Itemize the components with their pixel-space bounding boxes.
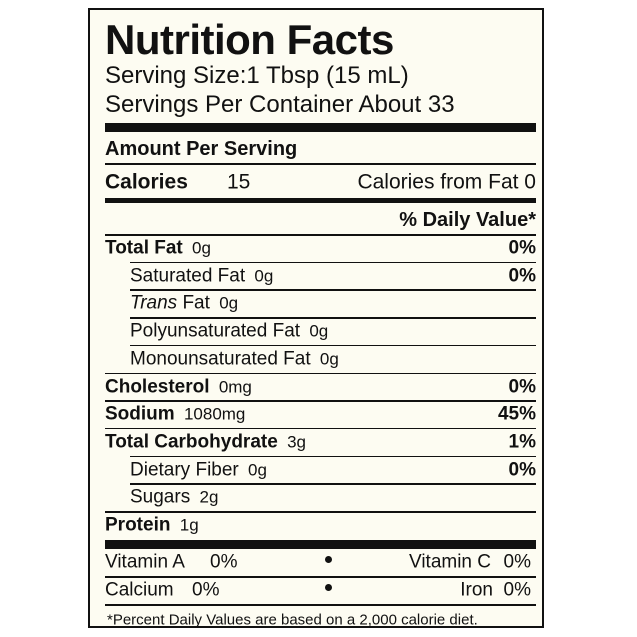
nutrition-label: Nutrition Facts Serving Size:1 Tbsp (15 m… — [88, 8, 544, 628]
servings-per-container: Servings Per Container About 33 — [105, 91, 455, 118]
name-italic: Trans — [130, 292, 178, 314]
vitamin-name: Vitamin C — [408, 551, 491, 573]
daily-value: 0% — [508, 376, 536, 397]
rule — [130, 289, 536, 291]
name: Cholesterol — [105, 376, 210, 397]
daily-value-header: % Daily Value* — [399, 209, 536, 231]
nutrient-row: Protein 1g — [105, 516, 199, 535]
name: Total Carbohydrate — [105, 431, 278, 453]
name: Total Fat — [105, 237, 183, 259]
amount: 0mg — [218, 377, 252, 396]
amount: 3g — [287, 432, 306, 452]
calories-value: 15 — [227, 170, 251, 194]
name: Sodium — [105, 403, 175, 425]
amount-per-serving: Amount Per Serving — [105, 138, 298, 160]
name: Polyunsaturated Fat — [130, 320, 301, 342]
vitamin-amount: 0% — [210, 551, 238, 573]
nutrient-row: Sodium 1080mg — [105, 405, 245, 424]
daily-value: 0% — [508, 459, 536, 481]
rule — [105, 604, 536, 606]
amount: 2g — [199, 487, 219, 507]
title: Nutrition Facts — [105, 16, 394, 63]
rule — [130, 261, 536, 264]
rule — [105, 234, 536, 236]
name: Dietary Fiber — [130, 459, 239, 481]
amount: 0g — [309, 321, 329, 341]
amount: 0g — [248, 460, 267, 480]
nutrient-row: Total Fat 0g — [105, 239, 211, 258]
amount: 0g — [192, 238, 211, 258]
vitamin-amount: 0% — [192, 579, 220, 601]
daily-value: 0% — [508, 265, 536, 287]
bullet — [325, 584, 332, 591]
vitamin-amount: 0% — [503, 579, 531, 601]
rule — [105, 198, 536, 203]
nutrient-row: Sugars 2g — [130, 488, 218, 507]
amount: 0g — [319, 349, 339, 369]
amount: 0g — [219, 293, 239, 313]
nutrient-row: Dietary Fiber 0g — [130, 460, 267, 479]
calories-label: Calories — [105, 170, 188, 194]
rule — [105, 123, 536, 132]
name: Sugars — [130, 486, 191, 508]
calories-from-fat: Calories from Fat 0 — [357, 170, 536, 194]
daily-value: 1% — [508, 431, 536, 453]
amount: 0g — [254, 266, 274, 286]
serving-size: Serving Size:1 Tbsp (15 mL) — [105, 62, 409, 89]
bullet — [325, 556, 332, 563]
nutrient-row: Monounsaturated Fat 0g — [130, 349, 339, 368]
rule — [105, 372, 536, 374]
footnote: *Percent Daily Values are based on a 2,0… — [107, 611, 478, 629]
rule — [130, 483, 536, 485]
nutrient-row: Total Carbohydrate 3g — [105, 432, 306, 451]
rule — [130, 455, 536, 458]
nutrient-row: Saturated Fat 0g — [130, 266, 273, 285]
rule — [105, 427, 536, 430]
nutrient-row: Polyunsaturated Fat 0g — [130, 322, 328, 341]
vitamin-name: Iron — [460, 579, 493, 601]
name: Saturated Fat — [130, 265, 246, 287]
amount: 1g — [179, 515, 199, 535]
amount: 1080mg — [183, 404, 246, 424]
nutrient-row: Cholesterol 0mg — [105, 377, 252, 396]
vitamin-amount: 0% — [503, 551, 531, 573]
rule — [105, 539, 536, 549]
name: Fat — [182, 292, 210, 314]
nutrient-row: Trans Fat 0g — [130, 294, 238, 313]
vitamin-name: Calcium — [105, 579, 174, 601]
rule — [130, 344, 536, 347]
rule — [105, 576, 536, 578]
rule — [105, 511, 536, 513]
name: Protein — [105, 514, 171, 536]
daily-value: 45% — [497, 403, 536, 425]
vitamin-name: Vitamin A — [105, 551, 185, 573]
daily-value: 0% — [508, 237, 536, 259]
rule — [130, 317, 536, 319]
rule — [105, 163, 536, 165]
rule — [105, 400, 536, 402]
name: Monounsaturated Fat — [130, 348, 311, 370]
